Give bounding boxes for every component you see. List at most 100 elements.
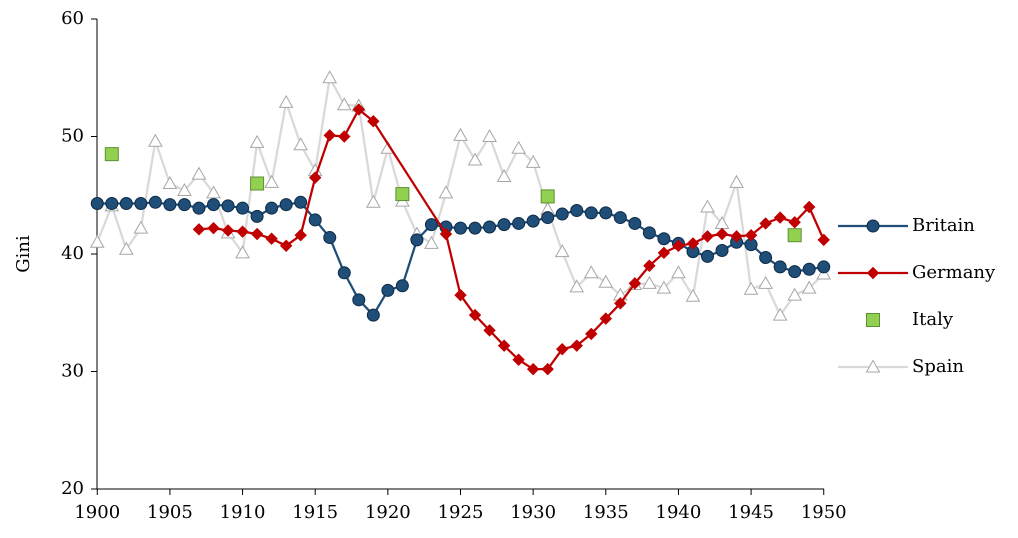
marker	[467, 152, 483, 166]
marker	[177, 198, 191, 212]
x-tick-label: 1915	[292, 502, 338, 523]
legend-marker	[866, 219, 880, 233]
marker	[614, 297, 627, 310]
marker	[787, 287, 803, 301]
marker	[148, 133, 163, 147]
marker	[221, 199, 235, 213]
x-tick-label: 1920	[365, 502, 411, 523]
marker	[599, 206, 613, 220]
marker	[89, 234, 105, 248]
marker	[554, 244, 570, 258]
marker	[541, 362, 554, 376]
marker	[424, 235, 439, 249]
marker	[424, 218, 438, 232]
marker	[642, 275, 657, 289]
x-tick-label: 1945	[728, 502, 774, 523]
marker	[657, 232, 671, 246]
marker	[598, 274, 614, 288]
x-tick-label: 1930	[510, 502, 556, 523]
marker	[294, 228, 307, 242]
marker	[468, 308, 482, 322]
marker	[235, 245, 250, 259]
marker	[207, 198, 220, 212]
marker	[294, 195, 308, 209]
legend-label: Germany	[912, 262, 996, 283]
marker	[700, 199, 715, 213]
marker	[322, 70, 338, 84]
marker	[265, 232, 278, 245]
marker	[497, 339, 511, 352]
marker	[512, 216, 526, 230]
legend-item: Germany	[838, 262, 996, 283]
marker	[454, 288, 467, 302]
marker	[541, 211, 555, 225]
marker	[744, 228, 758, 242]
marker	[628, 216, 642, 230]
marker	[570, 204, 584, 218]
marker	[133, 220, 149, 234]
legend-marker	[865, 359, 881, 373]
marker	[715, 243, 729, 257]
marker	[773, 211, 787, 224]
x-tick-label: 1900	[74, 502, 120, 523]
marker	[134, 196, 148, 210]
y-tick-label: 20	[61, 478, 84, 499]
legend-label: Spain	[912, 356, 964, 377]
marker	[162, 175, 178, 189]
series-line	[198, 107, 825, 371]
marker	[395, 187, 410, 202]
marker	[730, 230, 743, 243]
marker	[119, 196, 133, 210]
x-tick-label: 1925	[438, 502, 484, 523]
marker	[526, 214, 540, 228]
marker	[773, 260, 787, 274]
marker	[468, 221, 482, 235]
marker	[788, 265, 802, 279]
x-tick-label: 1935	[583, 502, 629, 523]
marker	[570, 339, 583, 352]
legend-item: Italy	[866, 309, 954, 330]
marker	[613, 211, 627, 225]
marker	[672, 239, 685, 252]
marker	[221, 224, 235, 237]
marker	[788, 216, 801, 229]
marker	[148, 195, 162, 209]
marker	[496, 168, 512, 182]
marker	[656, 280, 672, 294]
marker	[336, 97, 352, 111]
marker	[206, 185, 221, 199]
marker	[264, 174, 279, 188]
marker	[279, 239, 293, 252]
marker	[701, 249, 714, 263]
marker	[352, 103, 366, 116]
marker	[584, 206, 598, 220]
marker	[583, 265, 599, 279]
marker	[483, 324, 496, 337]
marker	[540, 189, 555, 204]
x-tick-label: 1940	[656, 502, 702, 523]
marker	[525, 154, 541, 168]
marker	[801, 280, 817, 294]
marker	[642, 226, 656, 240]
marker	[191, 166, 207, 180]
marker	[337, 266, 351, 280]
marker	[365, 194, 381, 208]
marker	[482, 128, 497, 142]
marker	[512, 353, 525, 366]
marker	[90, 196, 104, 210]
legend-label: Britain	[912, 215, 975, 236]
legend-label: Italy	[912, 309, 954, 330]
marker	[395, 279, 409, 293]
marker	[177, 183, 192, 197]
marker	[265, 201, 279, 215]
marker	[250, 176, 265, 191]
marker	[657, 246, 671, 260]
marker	[118, 241, 134, 255]
marker	[729, 174, 744, 188]
marker	[758, 275, 773, 289]
marker	[685, 288, 701, 302]
marker	[628, 277, 642, 290]
marker	[308, 171, 322, 184]
legend-marker	[866, 313, 880, 327]
marker	[207, 221, 220, 235]
